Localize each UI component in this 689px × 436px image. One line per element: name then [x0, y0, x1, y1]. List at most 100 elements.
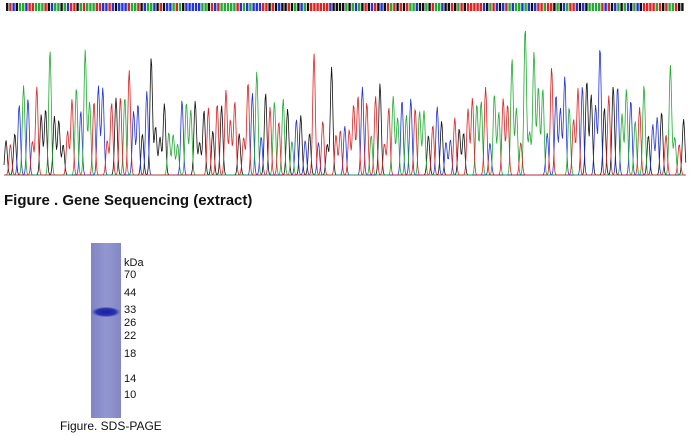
base-letter — [482, 3, 486, 11]
base-letter — [124, 3, 127, 11]
base-letter — [498, 3, 502, 11]
base-letter — [143, 3, 146, 11]
base-letter — [95, 3, 98, 11]
base-letter — [12, 3, 15, 11]
base-letter — [367, 3, 370, 11]
base-letter — [460, 3, 463, 11]
marker-label: 14 — [124, 373, 136, 385]
base-letter — [530, 3, 534, 11]
base-letter — [412, 3, 415, 11]
base-letter — [380, 3, 383, 11]
base-letter — [646, 3, 649, 11]
base-letter — [633, 3, 636, 11]
base-letter — [169, 3, 172, 11]
base-letter — [92, 3, 95, 11]
base-letter — [623, 3, 626, 11]
base-letter — [297, 3, 300, 11]
base-letter — [540, 3, 543, 11]
base-letter — [447, 3, 450, 11]
base-letter — [489, 3, 492, 11]
base-letter — [159, 3, 162, 11]
base-letter — [431, 3, 434, 11]
base-letter — [572, 3, 575, 11]
base-letter — [466, 3, 470, 11]
unit-label: kDa — [124, 257, 144, 269]
base-letter — [278, 3, 281, 11]
base-letter — [348, 3, 351, 11]
marker-label: 26 — [124, 317, 136, 329]
base-letter — [662, 3, 665, 11]
base-letter — [319, 3, 322, 11]
base-letter — [399, 3, 402, 11]
base-letter — [22, 3, 25, 11]
base-letter — [185, 3, 188, 11]
base-letter — [287, 3, 290, 11]
base-letter — [678, 3, 681, 11]
base-letter — [268, 3, 271, 11]
base-letter — [585, 3, 588, 11]
base-letter — [18, 3, 22, 11]
base-letter — [601, 3, 604, 11]
base-letter — [422, 3, 425, 11]
base-letter — [290, 3, 294, 11]
marker-label: 10 — [124, 389, 136, 401]
marker-label: 18 — [124, 348, 136, 360]
base-letter — [262, 3, 265, 11]
base-letter — [479, 3, 482, 11]
base-letter — [76, 3, 79, 11]
base-letter — [102, 3, 105, 11]
base-letter — [15, 3, 18, 11]
base-letter — [121, 3, 124, 11]
base-letter — [89, 3, 92, 11]
base-letter — [463, 3, 466, 11]
base-letter — [470, 3, 473, 11]
base-letter — [681, 3, 684, 11]
base-letter — [374, 3, 377, 11]
base-letter — [406, 3, 409, 11]
base-letter — [265, 3, 268, 11]
base-letter — [486, 3, 489, 11]
base-letter — [652, 3, 655, 11]
base-letter — [246, 3, 249, 11]
base-letter — [402, 3, 406, 11]
base-letter — [82, 3, 86, 11]
base-letter — [396, 3, 399, 11]
base-letter — [255, 3, 258, 11]
base-letter — [658, 3, 662, 11]
base-letter — [294, 3, 297, 11]
base-letter — [457, 3, 460, 11]
base-letter — [361, 3, 364, 11]
base-letter — [86, 3, 89, 11]
base-letter — [534, 3, 537, 11]
base-letter — [508, 3, 511, 11]
base-letter — [198, 3, 201, 11]
base-letter — [598, 3, 601, 11]
base-letter — [502, 3, 505, 11]
base-letter — [226, 3, 230, 11]
base-letter — [210, 3, 214, 11]
base-letter — [146, 3, 150, 11]
base-letter — [217, 3, 220, 11]
base-letter — [316, 3, 319, 11]
base-letter — [569, 3, 572, 11]
base-letter — [252, 3, 255, 11]
base-letter — [258, 3, 262, 11]
base-letter — [306, 3, 310, 11]
base-letter — [354, 3, 358, 11]
trace-line — [4, 53, 686, 176]
marker-label: 33 — [124, 304, 136, 316]
base-letter — [239, 3, 242, 11]
base-letter — [114, 3, 118, 11]
base-letter — [543, 3, 546, 11]
base-letter — [153, 3, 156, 11]
base-letter — [338, 3, 342, 11]
chromatogram — [3, 30, 687, 176]
base-letter — [313, 3, 316, 11]
base-letter — [454, 3, 457, 11]
base-letter — [108, 3, 111, 11]
base-letter — [614, 3, 617, 11]
base-letter — [178, 3, 182, 11]
